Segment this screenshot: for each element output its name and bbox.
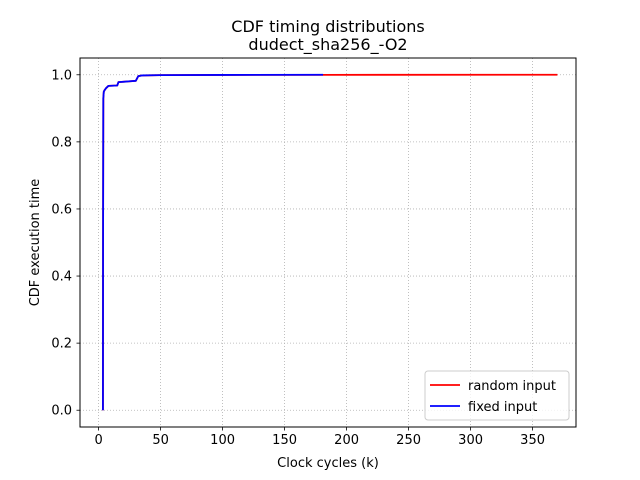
chart-title: CDF timing distributions	[231, 17, 424, 36]
series-lines	[102, 73, 558, 411]
axis-ticks: 0 50 100 150 200 250 300 350 0.0 0.2 0.4 0.6 0.8 1.0	[51, 68, 545, 448]
x-tick-label: 250	[396, 433, 421, 448]
y-tick-label: 0.0	[51, 404, 72, 419]
legend: random input fixed input	[424, 370, 570, 421]
y-tick-label: 1.0	[51, 68, 72, 83]
y-axis-label: CDF execution time	[28, 179, 43, 307]
y-tick-label: 0.2	[51, 337, 72, 352]
x-tick-label: 350	[520, 433, 545, 448]
series-line-fixed-input	[102, 73, 324, 411]
x-tick-label: 0	[94, 433, 102, 448]
x-tick-label: 300	[458, 433, 483, 448]
x-tick-label: 150	[272, 433, 297, 448]
x-tick-label: 50	[152, 433, 169, 448]
series-line-random-input	[102, 73, 558, 411]
legend-label-random-input: random input	[468, 379, 556, 394]
chart-subtitle: dudect_sha256_-O2	[248, 35, 407, 55]
y-tick-label: 0.8	[51, 135, 72, 150]
x-tick-label: 100	[210, 433, 235, 448]
legend-label-fixed-input: fixed input	[468, 400, 537, 415]
x-axis-label: Clock cycles (k)	[277, 456, 379, 471]
plot-frame	[79, 57, 577, 428]
legend-box	[424, 370, 570, 421]
y-tick-label: 0.4	[51, 270, 72, 285]
x-tick-label: 200	[334, 433, 359, 448]
y-tick-label: 0.6	[51, 202, 72, 217]
